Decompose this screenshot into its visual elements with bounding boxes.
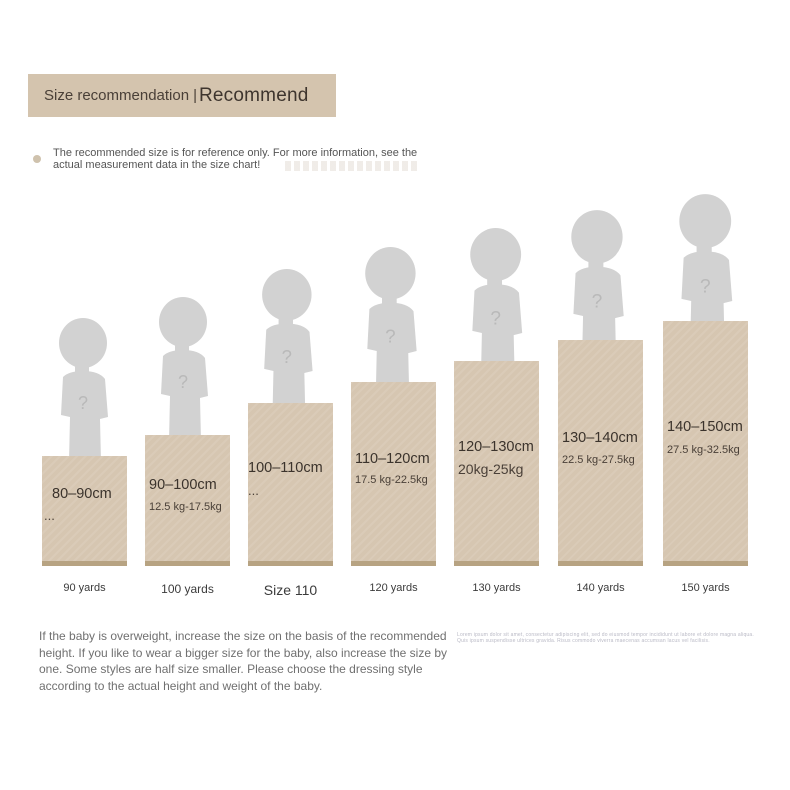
child-silhouette-icon: ? [466, 227, 530, 381]
column-height-label: 100–110cm [248, 460, 323, 476]
yard-label: Size 110 [263, 582, 318, 598]
question-mark-icon: ? [592, 291, 603, 312]
header-separator: | [193, 87, 197, 104]
column-weight-label: 12.5 kg-17.5kg [149, 501, 222, 513]
column-weight-label: 17.5 kg-22.5kg [355, 474, 428, 486]
header-banner: Size recommendation | Recommend [28, 74, 336, 117]
question-mark-icon: ? [700, 275, 711, 297]
child-silhouette-icon: ? [55, 317, 115, 462]
question-mark-icon: ? [490, 309, 501, 330]
size-column: 140–150cm 27.5 kg-32.5kg [663, 321, 748, 566]
column-weight-label: ... [44, 508, 55, 523]
question-mark-icon: ? [282, 346, 292, 367]
yard-label: 140 yards [576, 582, 625, 594]
note-text: The recommended size is for reference on… [53, 147, 418, 171]
column-height-label: 80–90cm [52, 486, 112, 502]
child-silhouette-icon: ? [258, 268, 320, 418]
size-column: 90–100cm 12.5 kg-17.5kg [145, 435, 230, 566]
header-subtitle: Recommend [198, 84, 309, 106]
size-column: 110–120cm 17.5 kg-22.5kg [351, 382, 436, 566]
header-title: Size recommendation [44, 87, 190, 104]
question-mark-icon: ? [385, 327, 396, 348]
column-weight-label: 22.5 kg-27.5kg [562, 454, 635, 466]
column-weight-label: ... [248, 483, 259, 498]
column-height-label: 120–130cm [458, 439, 534, 455]
footer-text: If the baby is overweight, increase the … [39, 629, 447, 693]
size-column: 100–110cm... [248, 403, 333, 566]
yard-label: 120 yards [369, 582, 418, 594]
question-mark-icon: ? [178, 372, 188, 392]
column-height-label: 140–150cm [667, 419, 743, 435]
question-mark-icon: ? [78, 393, 88, 413]
size-column: 130–140cm 22.5 kg-27.5kg [558, 340, 643, 566]
child-silhouette-icon: ? [567, 209, 631, 365]
yard-label: 90 yards [63, 582, 106, 594]
size-column: 80–90cm... [42, 456, 127, 566]
child-silhouette-icon: ? [155, 296, 215, 441]
column-weight-label: 27.5 kg-32.5kg [667, 444, 740, 456]
yard-label: 100 yards [161, 582, 214, 596]
column-height-label: 110–120cm [355, 451, 430, 467]
column-weight-label: 20kg-25kg [458, 461, 524, 477]
yard-label: 150 yards [681, 582, 730, 594]
column-height-label: 90–100cm [149, 477, 217, 493]
child-silhouette-icon: ? [361, 246, 424, 399]
yard-label: 130 yards [472, 582, 521, 594]
column-height-label: 130–140cm [562, 430, 638, 446]
size-column: 120–130cm 20kg-25kg [454, 361, 539, 566]
footer-ghost-text: Lorem ipsum dolor sit amet, consectetur … [457, 632, 754, 644]
note-bullet-icon [33, 155, 41, 163]
note-ghost-text [285, 161, 420, 171]
